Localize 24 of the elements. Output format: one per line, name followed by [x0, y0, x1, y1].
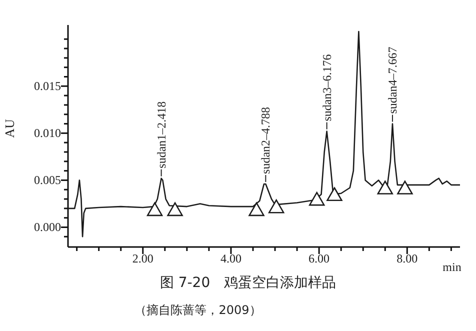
- y-tick-label: 0.010: [34, 126, 61, 140]
- annotation: sudan3–6.176: [320, 54, 334, 122]
- point: [308, 192, 325, 206]
- point: [397, 180, 413, 194]
- point: [248, 202, 264, 216]
- x-axis-title: min: [442, 260, 462, 274]
- point: [326, 187, 342, 202]
- x-tick-label: 6.00: [308, 252, 330, 266]
- point: [377, 180, 393, 194]
- y-tick-label: 0.005: [34, 173, 61, 188]
- y-tick-label: 0.000: [34, 220, 61, 234]
- text: （摘自陈蔷等，2009）: [134, 303, 262, 317]
- annotation: sudan1–2.418: [154, 101, 168, 168]
- annotation: sudan2–4.788: [258, 106, 273, 174]
- y-axis-title: AU: [2, 118, 17, 138]
- point: [268, 199, 284, 214]
- point: [167, 202, 183, 216]
- y-tick-label: 0.015: [34, 78, 61, 93]
- point: [146, 202, 163, 216]
- x-tick-label: 4.00: [220, 252, 242, 266]
- text: 图 7-20 鸡蛋空白添加样品: [160, 275, 336, 291]
- x-tick-label: 8.00: [396, 252, 418, 266]
- x-tick-label: 2.00: [132, 252, 154, 266]
- annotation: sudan4–7.667: [385, 46, 400, 114]
